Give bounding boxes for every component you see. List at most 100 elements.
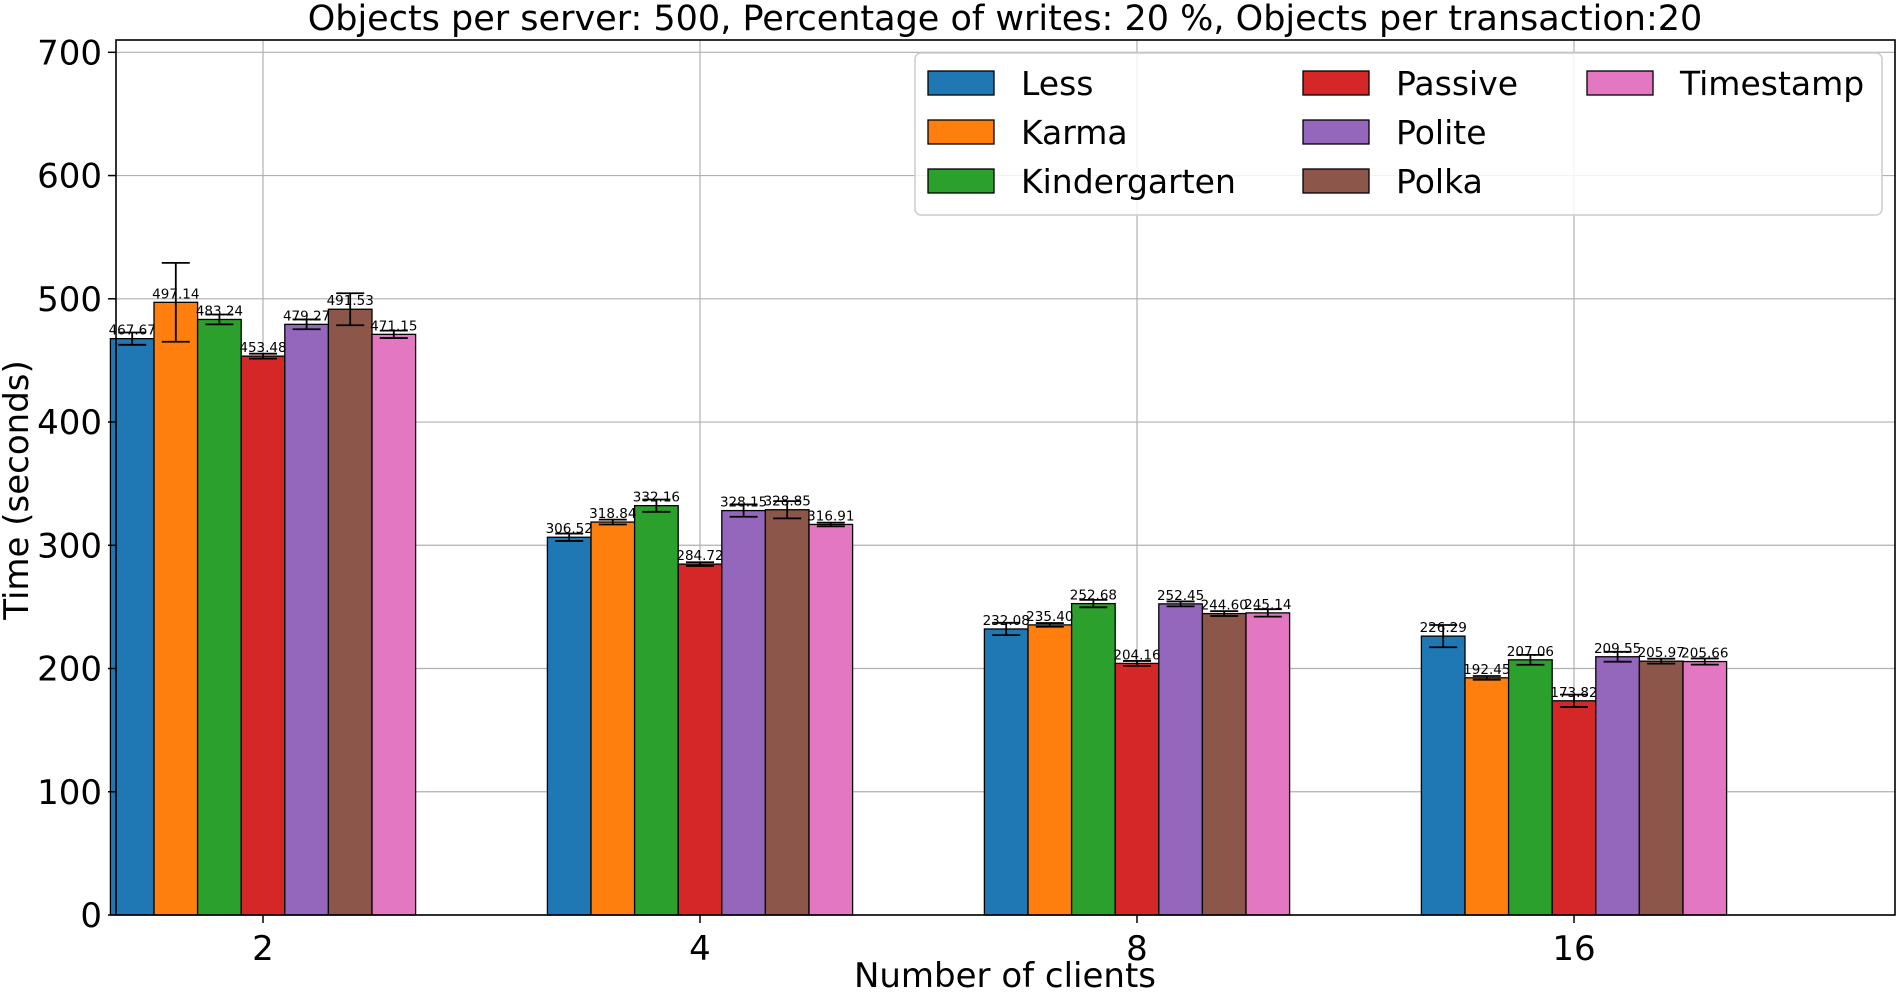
x-tick-label-1: 4 xyxy=(689,929,711,969)
error-bar-passive-4 xyxy=(686,561,714,567)
legend-item-karma: Karma xyxy=(927,113,1128,152)
data-label-polite-8: 252.45 xyxy=(1157,588,1204,604)
legend-label-passive: Passive xyxy=(1396,64,1518,103)
bar-timestamp-8 xyxy=(1245,612,1291,916)
data-label-passive-2: 453.48 xyxy=(239,340,286,356)
error-bar-passive-16 xyxy=(1560,693,1588,708)
legend-swatch-karma xyxy=(927,119,995,145)
x-tick-label-0: 2 xyxy=(252,929,274,969)
error-bar-less-8 xyxy=(992,621,1021,637)
error-bars-group xyxy=(118,261,1719,708)
data-label-karma-8: 235.40 xyxy=(1026,609,1073,625)
legend-item-kindergarten: Kindergarten xyxy=(927,162,1236,201)
legend-label-polite: Polite xyxy=(1396,113,1487,152)
error-bar-karma-2 xyxy=(161,261,190,343)
error-bar-karma-8 xyxy=(1035,622,1064,628)
legend-item-less: Less xyxy=(927,64,1094,103)
error-bar-kindergarten-8 xyxy=(1079,599,1108,609)
error-bar-polite-2 xyxy=(292,318,321,331)
error-bar-kindergarten-16 xyxy=(1516,653,1545,666)
y-tick-label-4: 400 xyxy=(37,403,102,443)
bar-passive-8 xyxy=(1114,662,1160,916)
bar-polka-8 xyxy=(1201,612,1247,916)
x-tick-label-3: 16 xyxy=(1552,929,1595,969)
data-label-timestamp-4: 316.91 xyxy=(807,508,854,524)
data-label-polka-4: 328.85 xyxy=(764,494,811,510)
bar-polite-8 xyxy=(1158,603,1204,916)
data-label-polka-8: 244.60 xyxy=(1201,598,1248,614)
error-bar-polite-8 xyxy=(1166,600,1195,608)
bar-polka-16 xyxy=(1638,660,1684,916)
bar-kindergarten-2 xyxy=(196,318,242,916)
data-label-timestamp-8: 245.14 xyxy=(1244,597,1291,613)
data-label-polka-16: 205.97 xyxy=(1638,645,1685,661)
y-tick-label-0: 0 xyxy=(80,896,102,936)
data-labels-group: 467.67 306.52 232.08 226.29 497.14 318.84 235.… xyxy=(109,286,1729,700)
legend-label-kindergarten: Kindergarten xyxy=(1021,162,1236,201)
error-bar-timestamp-2 xyxy=(379,329,408,339)
error-bar-less-4 xyxy=(555,532,584,542)
data-label-polka-2: 491.53 xyxy=(327,293,374,309)
data-label-polite-4: 328.15 xyxy=(720,495,767,511)
bar-kindergarten-16 xyxy=(1507,659,1553,916)
bar-polka-2 xyxy=(327,308,373,916)
error-bar-polka-4 xyxy=(773,500,802,520)
data-label-less-8: 232.08 xyxy=(983,613,1030,629)
bar-kindergarten-8 xyxy=(1070,602,1116,916)
bar-polka-4 xyxy=(764,509,810,916)
x-tick-label-2: 8 xyxy=(1126,929,1148,969)
y-axis-ticks: 0 100 200 300 400 500 600 700 xyxy=(37,33,116,936)
legend-swatch-polite xyxy=(1302,119,1370,145)
bars-group xyxy=(109,301,1728,916)
legend-item-passive: Passive xyxy=(1302,64,1518,103)
data-label-timestamp-16: 205.66 xyxy=(1681,646,1728,662)
bar-karma-16 xyxy=(1464,677,1510,916)
bar-karma-4 xyxy=(590,521,636,916)
chart-title: Objects per server: 500, Percentage of w… xyxy=(308,0,1703,39)
data-label-polite-16: 209.55 xyxy=(1594,641,1641,657)
y-axis-label: Time (seconds) xyxy=(0,360,37,621)
error-bar-kindergarten-4 xyxy=(642,498,671,513)
y-tick-label-3: 300 xyxy=(37,526,102,566)
bar-passive-2 xyxy=(240,355,286,916)
data-label-passive-16: 173.82 xyxy=(1550,685,1597,701)
bar-polite-4 xyxy=(721,509,767,916)
y-tick-label-7: 700 xyxy=(37,33,102,73)
legend-item-timestamp: Timestamp xyxy=(1586,64,1864,103)
data-label-passive-8: 204.16 xyxy=(1113,647,1160,663)
error-bar-polka-8 xyxy=(1210,610,1239,617)
plot-frame xyxy=(115,39,1896,916)
error-bar-timestamp-8 xyxy=(1253,608,1282,618)
error-bar-karma-4 xyxy=(598,518,627,526)
data-label-timestamp-2: 471.15 xyxy=(370,318,417,334)
legend-swatch-polka xyxy=(1302,168,1370,194)
legend-item-polite: Polite xyxy=(1302,113,1487,152)
bar-polite-2 xyxy=(284,323,330,916)
legend-item-polka: Polka xyxy=(1302,162,1483,201)
legend-swatch-passive xyxy=(1302,70,1370,96)
legend: Less Karma Kindergarten Passive Polite Polka T… xyxy=(914,52,1883,216)
legend-label-polka: Polka xyxy=(1396,162,1483,201)
error-bar-karma-16 xyxy=(1472,675,1501,681)
bar-karma-8 xyxy=(1027,624,1073,916)
error-bar-timestamp-16 xyxy=(1690,657,1719,666)
data-label-less-16: 226.29 xyxy=(1420,620,1467,636)
y-tick-label-5: 500 xyxy=(37,280,102,320)
bar-less-2 xyxy=(109,337,155,916)
legend-swatch-kindergarten xyxy=(927,168,995,194)
bar-less-4 xyxy=(546,536,592,916)
data-label-polite-2: 479.27 xyxy=(283,308,330,324)
data-label-kindergarten-2: 483.24 xyxy=(196,303,243,319)
x-axis-label: Number of clients xyxy=(854,956,1156,996)
error-bar-polka-16 xyxy=(1647,657,1676,665)
bar-passive-4 xyxy=(677,563,723,916)
error-bar-passive-2 xyxy=(249,352,277,360)
data-label-less-4: 306.52 xyxy=(546,521,593,537)
legend-swatch-less xyxy=(927,70,995,96)
error-bar-less-16 xyxy=(1429,624,1458,649)
data-label-karma-2: 497.14 xyxy=(152,286,199,302)
error-bar-kindergarten-2 xyxy=(205,313,234,326)
data-label-kindergarten-16: 207.06 xyxy=(1507,644,1554,660)
legend-swatch-timestamp xyxy=(1586,70,1654,96)
